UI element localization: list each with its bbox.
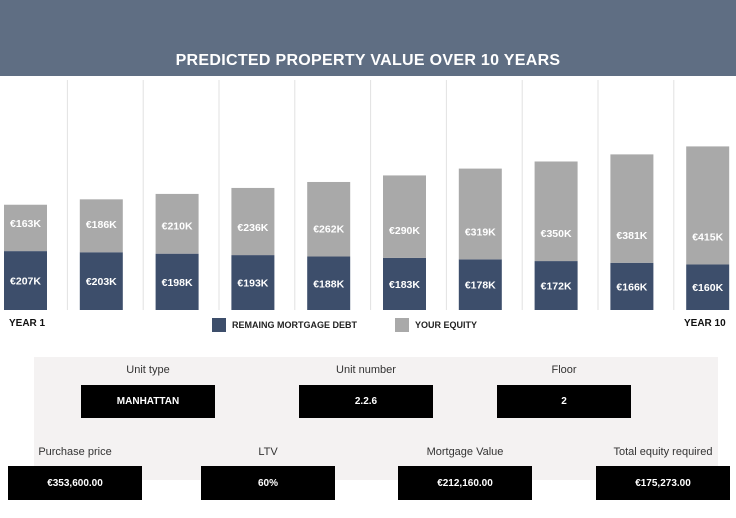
data-label-equity: €163K [10, 218, 41, 230]
bar-debt [534, 261, 578, 310]
data-label-debt: €193K [237, 278, 268, 290]
total-equity-value: €175,273.00 [596, 466, 730, 500]
mortgage-value-value: €212,160.00 [398, 466, 532, 500]
bar-equity [458, 168, 502, 260]
data-label-equity: €210K [162, 221, 193, 233]
bar-debt [458, 259, 502, 310]
data-label-debt: €207K [10, 276, 41, 288]
bar-equity [231, 187, 275, 256]
bar-debt [155, 253, 199, 310]
data-label-equity: €350K [541, 228, 572, 240]
ltv-label: LTV [258, 446, 278, 458]
data-label-equity: €415K [692, 231, 723, 243]
unit-number-value: 2.2.6 [299, 385, 433, 418]
data-label-debt: €166K [616, 281, 647, 293]
year-start-label: YEAR 1 [9, 318, 46, 329]
bar-equity [686, 146, 730, 265]
total-equity-label: Total equity required [613, 446, 713, 458]
unit-type-value: MANHATTAN [81, 385, 215, 418]
legend-item-equity: YOUR EQUITY [395, 318, 477, 332]
unit-number-label: Unit number [336, 364, 396, 376]
stacked-bar-chart: €207K €163K €203K €186K €198K €210K €193K €236K… [4, 80, 730, 310]
data-label-debt: €160K [692, 282, 723, 294]
data-label-equity: €186K [86, 219, 117, 231]
legend-item-debt: REMAING MORTGAGE DEBT [212, 318, 357, 332]
legend-swatch-debt [212, 318, 226, 332]
bar-debt [4, 251, 47, 310]
purchase-price-value: €353,600.00 [8, 466, 142, 500]
unit-type-label: Unit type [126, 364, 170, 376]
bar-debt [307, 256, 351, 310]
bar-debt [383, 257, 426, 310]
data-label-equity: €262K [313, 224, 344, 236]
floor-value: 2 [497, 385, 631, 418]
data-label-equity: €319K [465, 226, 496, 238]
bar-equity [4, 204, 47, 252]
mortgage-value-label: Mortgage Value [426, 446, 504, 458]
ltv-value: 60% [201, 466, 335, 500]
legend-label-equity: YOUR EQUITY [415, 320, 478, 330]
data-label-debt: €188K [313, 278, 344, 290]
data-label-debt: €183K [389, 279, 420, 291]
legend-label-debt: REMAING MORTGAGE DEBT [232, 320, 357, 330]
data-label-equity: €290K [389, 225, 420, 237]
data-label-debt: €198K [162, 277, 193, 289]
purchase-price-label: Purchase price [38, 446, 112, 458]
details-panel [34, 357, 718, 480]
bar-equity [155, 193, 199, 254]
data-label-equity: €381K [616, 230, 647, 242]
legend-swatch-equity [395, 318, 409, 332]
bar-debt [686, 264, 730, 310]
data-label-debt: €172K [541, 281, 572, 293]
data-label-debt: €178K [465, 280, 496, 292]
header-banner [0, 0, 736, 76]
data-label-debt: €203K [86, 276, 117, 288]
chart-title: PREDICTED PROPERTY VALUE OVER 10 YEARS [175, 52, 561, 69]
bar-equity [79, 199, 123, 253]
bar-equity [610, 154, 654, 263]
bar-equity [307, 181, 351, 257]
bar-equity [534, 161, 578, 262]
floor-label: Floor [551, 364, 577, 376]
bar-debt [231, 255, 275, 310]
bar-debt [610, 262, 654, 310]
bar-equity [383, 175, 426, 258]
year-end-label: YEAR 10 [684, 318, 726, 329]
bar-debt [79, 252, 123, 310]
data-label-equity: €236K [237, 222, 268, 234]
